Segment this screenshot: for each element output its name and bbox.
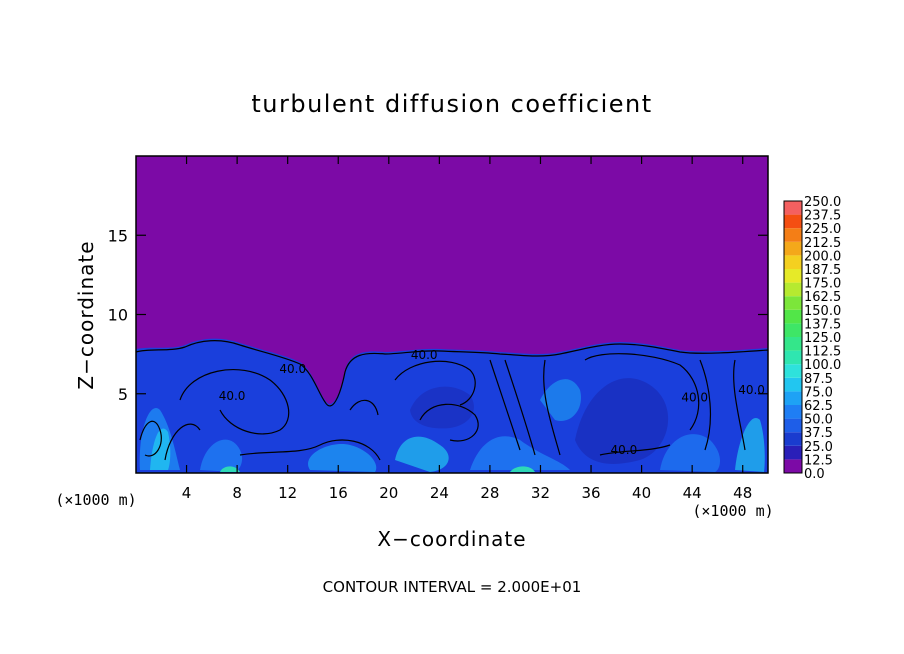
colorbar-label: 75.0: [804, 385, 833, 400]
colorbar-swatch: [784, 269, 802, 283]
colorbar-label: 50.0: [804, 413, 833, 428]
contour-label: 40.0: [611, 443, 638, 457]
turbulent-patch: [735, 418, 765, 472]
y-tick-label: 5: [118, 385, 128, 404]
colorbar-swatch: [784, 459, 802, 473]
y-tick-label: 15: [108, 226, 128, 245]
turbulent-patch: [660, 434, 720, 472]
colorbar-swatch: [784, 296, 802, 310]
y-tick-label: 10: [108, 306, 128, 325]
x-tick-label: 40: [632, 484, 651, 502]
turbulent-patch: [220, 466, 240, 472]
turbulent-patch: [395, 436, 449, 472]
colorbar-label: 162.5: [804, 290, 841, 305]
colorbar: 0.012.525.037.550.062.575.087.5100.0112.…: [783, 195, 841, 482]
colorbar-label: 112.5: [804, 345, 841, 360]
colorbar-swatch: [784, 377, 802, 392]
contour-interval-note: CONTOUR INTERVAL = 2.000E+01: [323, 578, 582, 596]
x-tick-label: 44: [683, 484, 702, 502]
colorbar-swatch: [784, 364, 802, 378]
colorbar-swatch: [784, 214, 802, 229]
contour-label: 40.0: [411, 348, 438, 362]
contour-label: 40.0: [279, 362, 306, 376]
colorbar-label: 0.0: [804, 467, 825, 482]
colorbar-frame: [783, 200, 803, 474]
colorbar-swatch: [784, 337, 802, 351]
colorbar-swatch: [784, 432, 802, 446]
plot-area: 40.0 40.0 40.0 40.0 40.0 40.0: [136, 156, 768, 473]
colorbar-label: 100.0: [804, 358, 841, 373]
colorbar-label: 150.0: [804, 304, 841, 319]
x-tick-label: 12: [278, 484, 297, 502]
colorbar-label: 87.5: [804, 372, 833, 387]
x-unit-right: (×1000 m): [692, 502, 773, 520]
colorbar-label: 200.0: [804, 249, 841, 264]
turbulent-patch: [200, 439, 243, 472]
x-unit-left: (×1000 m): [55, 491, 136, 509]
colorbar-swatch: [784, 228, 802, 242]
colorbar-swatch: [784, 418, 802, 433]
y-axis: 5 10 15: [108, 226, 768, 404]
turbulent-patch: [470, 436, 570, 470]
colorbar-label: 225.0: [804, 222, 841, 237]
colorbar-swatch: [784, 445, 802, 460]
colorbar-swatch: [784, 255, 802, 269]
colorbar-label: 125.0: [804, 331, 841, 346]
contour-lines: [136, 340, 768, 461]
colorbar-label: 25.0: [804, 440, 833, 455]
x-axis-label: X−coordinate: [377, 527, 526, 551]
colorbar-swatch: [784, 201, 802, 215]
colorbar-label: 37.5: [804, 426, 833, 441]
colorbar-swatch: [784, 282, 802, 297]
contour-label: 40.0: [219, 389, 246, 403]
contour-label: 40.0: [738, 383, 765, 397]
colorbar-swatch: [784, 405, 802, 419]
turbulent-patch: [575, 378, 669, 464]
turbulent-patch: [410, 386, 474, 429]
x-tick-label: 4: [182, 484, 192, 502]
x-axis: 4 8 12 16 20 24 28 32 36 40 44 48: [182, 156, 752, 502]
colorbar-label: 175.0: [804, 277, 841, 292]
colorbar-label: 137.5: [804, 317, 841, 332]
colorbar-swatch: [784, 391, 802, 405]
turbulent-patch: [308, 444, 377, 472]
colorbar-label: 187.5: [804, 263, 841, 278]
x-tick-label: 8: [232, 484, 242, 502]
colorbar-label: 212.5: [804, 236, 841, 251]
colorbar-swatch: [784, 350, 802, 365]
x-tick-label: 24: [430, 484, 449, 502]
x-tick-label: 36: [581, 484, 600, 502]
x-tick-label: 28: [480, 484, 499, 502]
turbulent-patch: [510, 466, 535, 472]
y-axis-label: Z−coordinate: [74, 240, 98, 389]
colorbar-label: 12.5: [804, 453, 833, 468]
colorbar-label: 237.5: [804, 209, 841, 224]
colorbar-swatch: [784, 241, 802, 256]
turbulent-patch: [540, 379, 581, 421]
contour-label: 40.0: [681, 391, 708, 405]
colorbar-label: 62.5: [804, 399, 833, 414]
colorbar-swatch: [784, 323, 802, 337]
colorbar-swatch: [784, 309, 802, 324]
colorbar-label: 250.0: [804, 195, 841, 210]
x-tick-label: 48: [733, 484, 752, 502]
x-tick-label: 16: [329, 484, 348, 502]
chart-title: turbulent diffusion coefficient: [251, 90, 652, 118]
x-tick-label: 32: [531, 484, 550, 502]
x-tick-label: 20: [379, 484, 398, 502]
